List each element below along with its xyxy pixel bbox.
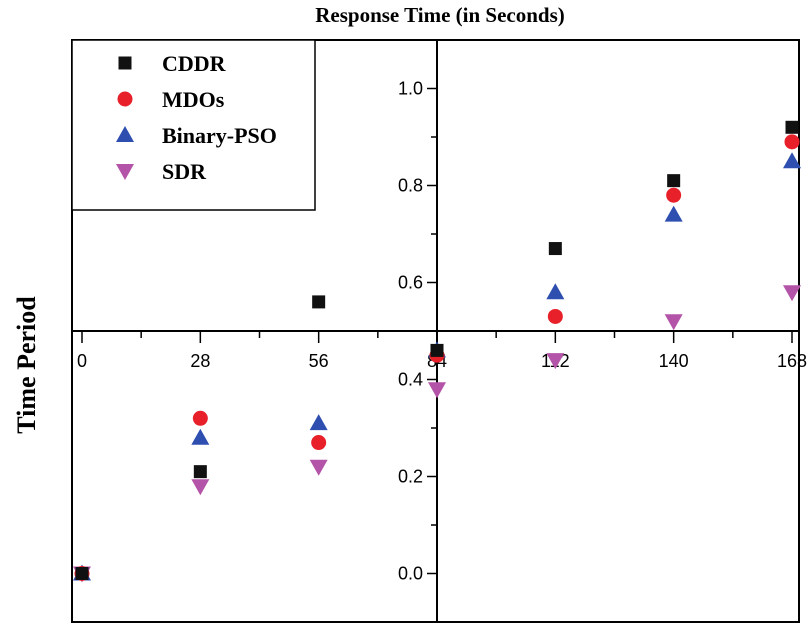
data-point [664, 205, 683, 222]
data-point [191, 428, 210, 445]
y-tick-label-0.6: 0.6 [398, 273, 423, 293]
x-tick-label-0: 0 [77, 351, 87, 371]
legend: CDDR MDOs Binary-PSO SDR [71, 39, 316, 211]
y-axis-label: Time Period [12, 296, 41, 434]
y-tick-label-0.8: 0.8 [398, 176, 423, 196]
y-tick-label-1: 1.0 [398, 79, 423, 99]
x-tick-label-56: 56 [309, 351, 329, 371]
legend-marker-2 [117, 91, 133, 107]
y-tick-label-0.4: 0.4 [398, 370, 423, 390]
data-point [664, 314, 683, 331]
legend-marker-4 [116, 164, 134, 180]
legend-label-1: CDDR [162, 51, 227, 76]
data-point [785, 120, 799, 134]
legend-label-2: MDOs [162, 87, 225, 112]
legend-marker-1 [118, 56, 132, 70]
data-point [547, 308, 563, 324]
data-point [193, 465, 207, 479]
data-point [191, 479, 210, 496]
marks-layer [73, 120, 801, 583]
y-tick-label-0.2: 0.2 [398, 467, 423, 487]
data-point [428, 382, 446, 399]
data-point [546, 353, 565, 370]
data-point [309, 459, 328, 476]
data-point [430, 343, 444, 357]
data-point [312, 295, 326, 309]
x-tick-label-168: 168 [777, 351, 807, 371]
chart-title: Response Time (in Seconds) [315, 3, 565, 27]
data-point [546, 283, 565, 300]
data-point [192, 410, 208, 426]
data-point [75, 567, 89, 580]
x-tick-label-28: 28 [190, 351, 210, 371]
data-point [309, 414, 328, 431]
data-point [667, 174, 681, 188]
axes-layer: 02856841121401680.00.20.40.60.81.0 [72, 39, 807, 623]
data-point [783, 152, 801, 169]
legend-label-4: SDR [162, 159, 207, 184]
x-tick-label-140: 140 [659, 351, 689, 371]
data-point [784, 134, 800, 150]
data-point [311, 435, 327, 451]
legend-marker-3 [116, 126, 134, 142]
legend-box [71, 39, 316, 211]
y-tick-label-0: 0.0 [398, 564, 423, 584]
data-point [666, 187, 682, 203]
series-cddr [75, 120, 799, 580]
legend-label-3: Binary-PSO [162, 123, 277, 148]
data-point [783, 285, 801, 302]
data-point [548, 242, 562, 256]
